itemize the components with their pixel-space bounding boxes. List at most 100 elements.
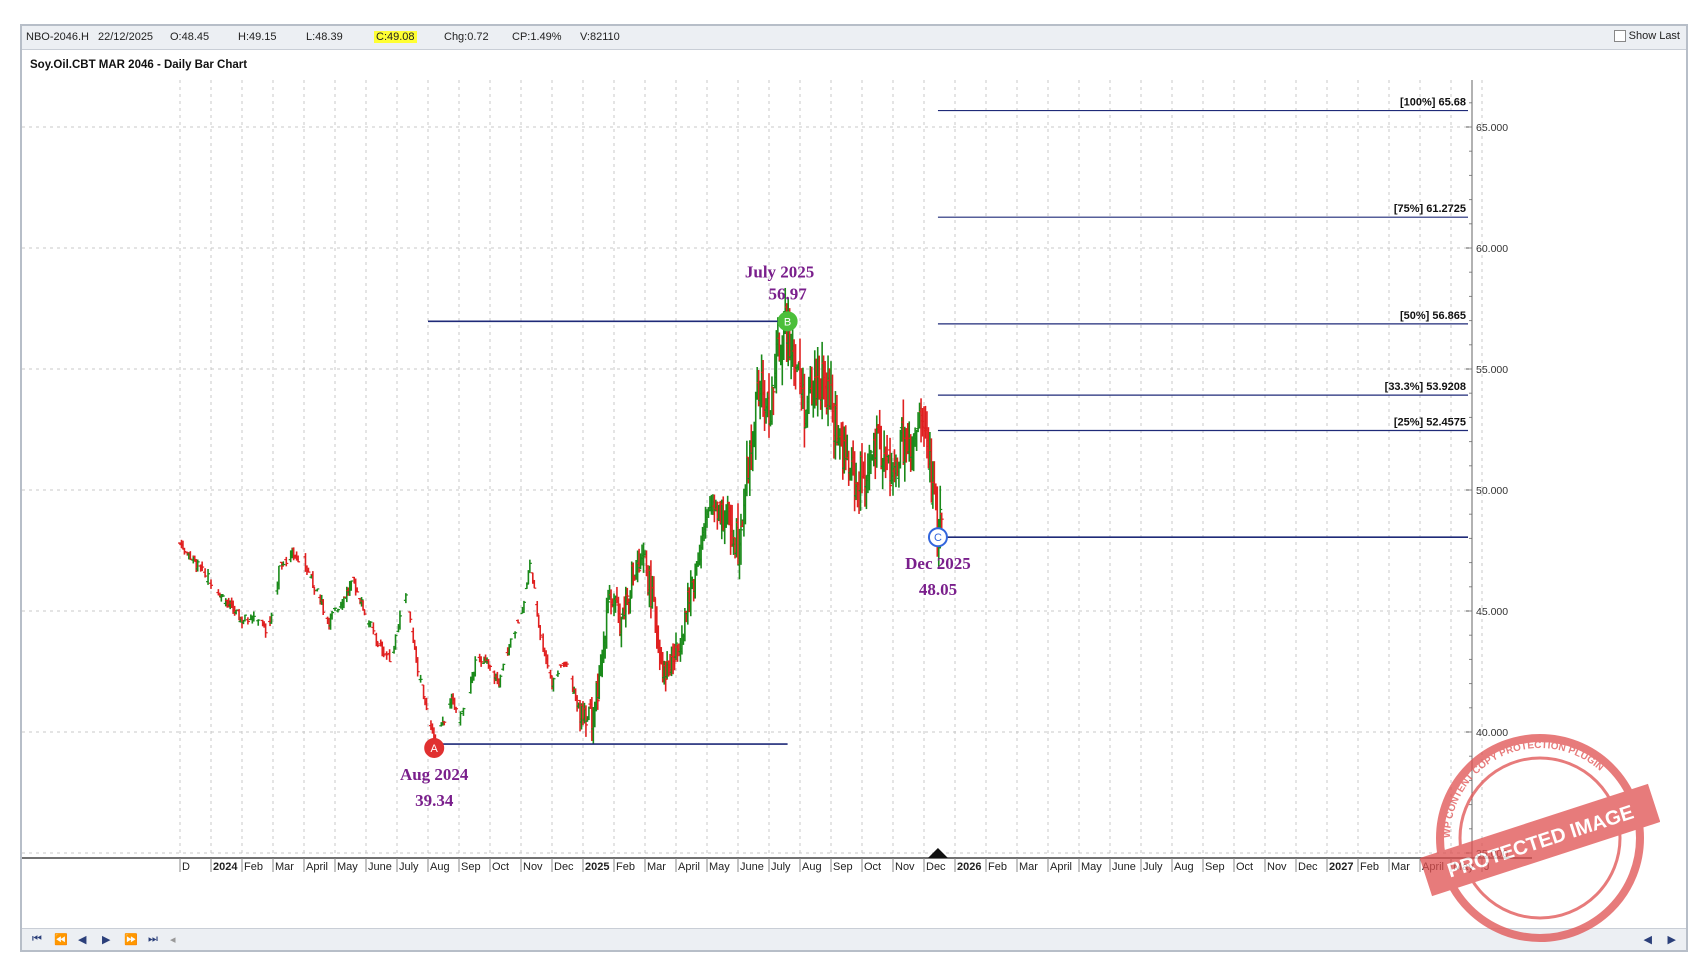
x-tick-label: Aug [802,861,822,873]
quote-change: Chg:0.72 [444,31,489,43]
price-bar [551,677,556,692]
price-bar [939,512,944,531]
x-tick-label: July [771,861,791,873]
price-bar [458,711,463,726]
next-icon[interactable]: ▶ [102,934,111,946]
quote-volume: V:82110 [580,31,620,43]
x-tick-label: Dec [926,861,946,873]
price-bar [479,656,484,667]
price-bar [538,625,543,641]
x-tick-label: Nov [895,861,915,873]
scroll-left-icon[interactable]: ◀ [1643,934,1652,946]
x-tick-label: Feb [988,861,1007,873]
x-tick-label: May [1081,861,1102,873]
scroll-right-icon[interactable]: ▶ [1667,934,1676,946]
level-label: [75%] 61.2725 [1394,203,1466,215]
x-tick-label: 2025 [585,861,609,873]
scroll-left-icon[interactable]: ◂ [170,934,176,946]
x-tick-label: Sep [1205,861,1225,873]
x-tick-label: Feb [1360,861,1379,873]
x-tick-label: Mar [1391,861,1410,873]
x-tick-label: Feb [244,861,263,873]
price-bar [595,673,600,710]
y-tick-label: 40.000 [1476,727,1508,739]
x-tick-label: Mar [1019,861,1038,873]
price-bar [508,638,513,648]
swing-value-label: 48.05 [919,580,957,599]
price-bar [203,568,208,578]
x-tick-label: June [1112,861,1136,873]
x-tick-label: April [678,861,700,873]
navigation-bar: ⏮ ⏪ ◀ ▶ ⏩ ⏭ ◂ ◀ ▶ [22,928,1686,950]
y-tick-label: 50.000 [1476,485,1508,497]
x-tick-label: Mar [647,861,666,873]
x-tick-label: Sep [833,861,853,873]
last-icon[interactable]: ⏭ [148,933,158,945]
x-tick-label: Dec [554,861,574,873]
quote-change-pct: CP:1.49% [512,31,562,43]
price-bar [454,706,459,713]
price-bar [220,594,225,598]
marker-c-icon [927,527,948,548]
stamp-outer-ring [1436,734,1644,942]
x-tick-label: July [1143,861,1163,873]
x-tick-label: Feb [616,861,635,873]
quote-bar: NBO-2046.H 22/12/2025 O:48.45 H:49.15 L:… [22,26,1686,50]
price-bar [195,559,200,572]
price-bar [263,623,268,638]
level-label: [50%] 56.865 [1400,310,1466,322]
chart-axes: 35.00040.00045.00050.00055.00060.00065.0… [22,80,1532,873]
level-label: [33.3%] 53.9208 [1385,381,1466,393]
price-bar [637,548,642,573]
price-bar [674,632,678,661]
price-bar [403,593,408,604]
x-tick-label: April [306,861,328,873]
swing-date-label: July 2025 [745,262,814,281]
price-bar [606,589,611,614]
price-bar [393,634,398,650]
price-bar [200,561,205,572]
price-bars [178,287,944,752]
x-tick-label: D [182,861,190,873]
prev-icon[interactable]: ◀ [78,934,87,946]
price-bar [330,610,335,620]
x-tick-label: 2024 [213,861,238,873]
level-label: [25%] 52.4575 [1394,417,1466,429]
price-bar [868,449,873,475]
price-bar [408,611,413,623]
swing-point-a: A Aug 2024 39.34 [400,737,469,810]
show-last-checkbox[interactable] [1613,30,1626,42]
price-bar [312,586,317,595]
swing-value-label: 56.97 [768,284,807,303]
prev-page-icon[interactable]: ⏪ [54,934,68,946]
x-tick-label: Sep [461,861,481,873]
quote-symbol: NBO-2046.H [26,31,89,43]
price-bar [564,661,569,667]
x-tick-label: Dec [1298,861,1318,873]
price-bar [321,599,326,615]
price-bar [488,664,492,671]
show-last-toggle[interactable]: Show Last [1613,30,1680,42]
price-bar [296,555,301,563]
price-bar [375,641,380,648]
quote-open: O:48.45 [170,31,210,43]
price-bar [310,571,315,589]
marker-a-icon [424,737,445,758]
stamp-banner [1420,783,1660,897]
price-bar [473,656,478,677]
swing-point-b: B July 2025 56.97 [745,262,814,332]
price-bar [738,513,743,565]
stamp-inner-ring [1458,756,1622,920]
price-bar [368,621,373,628]
next-page-icon[interactable]: ⏩ [124,934,138,946]
quote-low: L:48.39 [306,31,343,43]
swing-point-c: C Dec 2025 48.05 [905,527,971,599]
x-tick-label: Aug [1174,861,1194,873]
price-bar [651,576,656,602]
x-tick-label: Nov [1267,861,1287,873]
first-icon[interactable]: ⏮ [32,933,42,945]
swing-date-label: Aug 2024 [400,765,469,784]
price-bar [521,600,526,613]
price-bar [532,579,537,589]
price-bar [545,654,550,669]
